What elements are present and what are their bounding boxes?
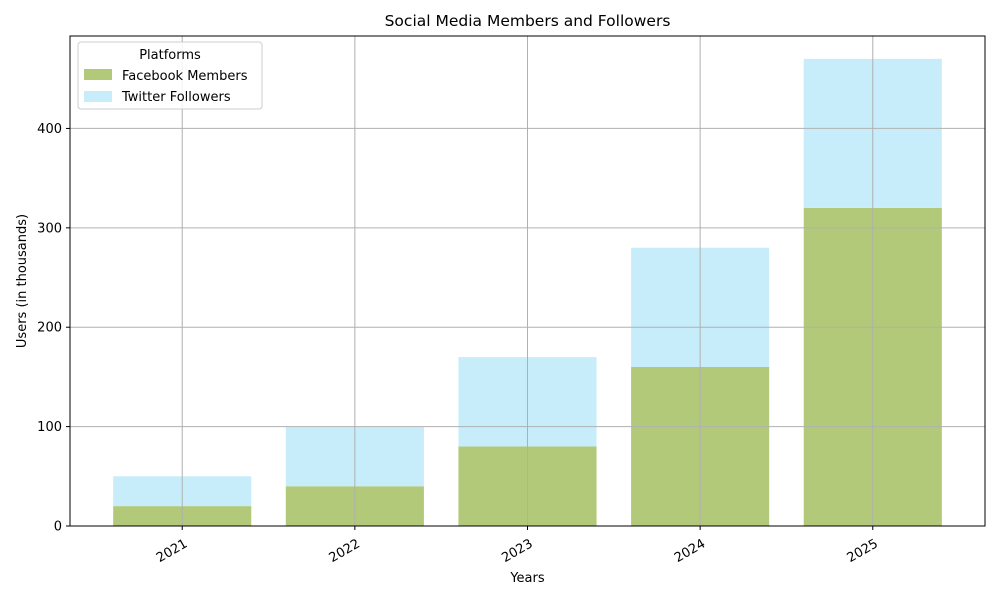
- x-tick-label-2023: 2023: [499, 536, 535, 566]
- y-tick-label-300: 300: [37, 221, 62, 236]
- x-tick-label-2022: 2022: [327, 536, 363, 566]
- x-tick-label-2025: 2025: [845, 536, 881, 566]
- y-tick-label-0: 0: [54, 520, 62, 535]
- legend-title: Platforms: [139, 48, 201, 63]
- legend-label-twitter-followers: Twitter Followers: [121, 90, 231, 105]
- x-axis-label: Years: [509, 571, 545, 586]
- y-tick-label-200: 200: [37, 321, 62, 336]
- x-tick-label-2021: 2021: [154, 536, 190, 566]
- x-tick-label-2024: 2024: [672, 536, 708, 566]
- legend-label-facebook-members: Facebook Members: [122, 69, 248, 84]
- legend-swatch-facebook-members: [84, 69, 112, 80]
- chart-title: Social Media Members and Followers: [385, 12, 671, 30]
- legend: Platforms Facebook Members Twitter Follo…: [77, 41, 263, 110]
- y-axis-label: Users (in thousands): [15, 214, 30, 348]
- legend-swatch-twitter-followers: [84, 91, 112, 102]
- y-tick-label-100: 100: [37, 420, 62, 435]
- y-tick-label-400: 400: [37, 122, 62, 137]
- legend-box: [77, 41, 263, 110]
